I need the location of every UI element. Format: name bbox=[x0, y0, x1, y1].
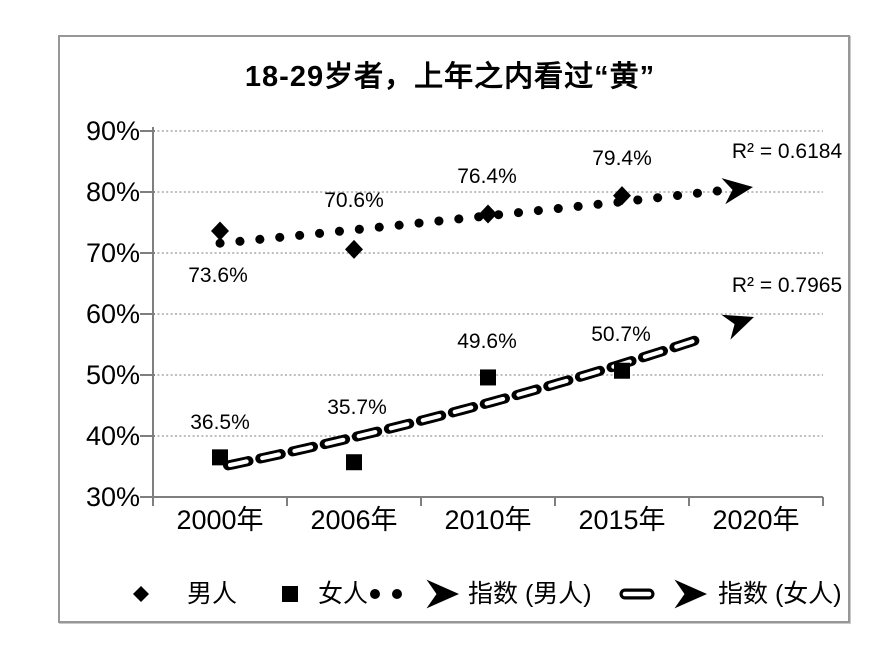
legend-label-trend-men: 指数 (男人) bbox=[468, 580, 592, 608]
point-label-men-2006: 70.6% bbox=[324, 189, 384, 212]
y-tick-label-80: 80% bbox=[85, 177, 140, 207]
legend-dot-icon bbox=[370, 589, 380, 599]
legend-label-men: 男人 bbox=[187, 580, 238, 608]
y-tick-label-60: 60% bbox=[85, 299, 140, 329]
point-label-women-2010: 49.6% bbox=[457, 330, 517, 353]
trendline-men-dotted bbox=[215, 186, 723, 248]
r2-label-men: R² = 0.6184 bbox=[731, 140, 843, 163]
x-tick-label-2006: 2006年 bbox=[310, 505, 398, 535]
legend-diamond-icon bbox=[133, 586, 149, 602]
legend-arrow-women-icon bbox=[674, 579, 707, 609]
marker-men-diamond-2015年 bbox=[613, 186, 631, 206]
y-tick-label-50: 50% bbox=[85, 360, 140, 390]
point-label-women-2006: 35.7% bbox=[327, 396, 387, 419]
legend-arrow-men-icon bbox=[426, 579, 459, 609]
legend-dot-icon bbox=[392, 589, 402, 599]
marker-men-diamond-2010年 bbox=[479, 204, 497, 224]
point-label-men-2000: 73.6% bbox=[188, 264, 248, 287]
legend-label-trend-women: 指数 (女人) bbox=[718, 580, 842, 608]
point-label-men-2010: 76.4% bbox=[457, 165, 517, 188]
legend-square-icon bbox=[282, 586, 298, 602]
x-tick-label-2020: 2020年 bbox=[712, 505, 800, 535]
marker-women-square-2000年 bbox=[212, 449, 228, 466]
point-label-men-2015: 79.4% bbox=[592, 147, 652, 170]
marker-men-diamond-2000年 bbox=[211, 221, 229, 241]
legend-label-women: 女人 bbox=[318, 580, 369, 608]
y-tick-label-40: 40% bbox=[85, 421, 140, 451]
x-tick-label-2010: 2010年 bbox=[444, 505, 532, 535]
x-tick-label-2015: 2015年 bbox=[578, 505, 666, 535]
chart-title: 18-29岁者，上年之内看过“黄” bbox=[244, 61, 656, 93]
chart-frame bbox=[58, 35, 850, 623]
x-tick-label-2000: 2000年 bbox=[176, 505, 264, 535]
marker-men-diamond-2006年 bbox=[345, 239, 363, 259]
marker-women-square-2006年 bbox=[346, 454, 362, 471]
point-label-women-2000: 36.5% bbox=[190, 411, 250, 434]
point-label-women-2015: 50.7% bbox=[591, 323, 651, 346]
trendline-women-arrowhead bbox=[721, 314, 754, 340]
y-tick-label-30: 30% bbox=[85, 482, 140, 512]
r2-label-women: R² = 0.7965 bbox=[731, 274, 843, 297]
marker-women-square-2015年 bbox=[614, 362, 630, 379]
marker-women-square-2010年 bbox=[480, 369, 496, 386]
trendline-men-arrowhead bbox=[721, 178, 753, 205]
y-tick-label-70: 70% bbox=[85, 238, 140, 268]
y-tick-label-90: 90% bbox=[85, 116, 140, 146]
